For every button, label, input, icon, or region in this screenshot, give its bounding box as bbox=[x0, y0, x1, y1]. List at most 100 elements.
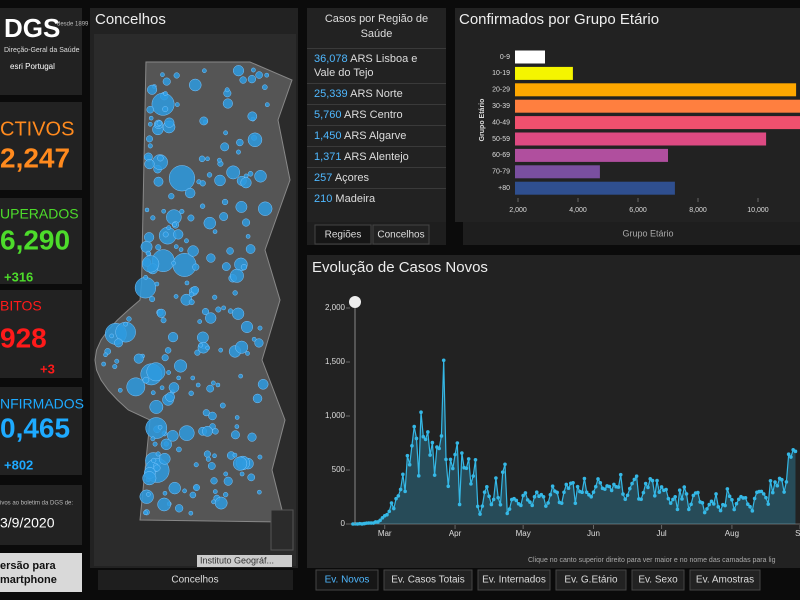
map-bubble bbox=[247, 432, 257, 442]
map-bubble bbox=[226, 247, 234, 255]
map-bubble bbox=[103, 352, 108, 358]
map-bubble bbox=[161, 208, 166, 214]
map-bubble bbox=[142, 376, 150, 384]
chart-tab[interactable] bbox=[383, 569, 473, 591]
bar bbox=[515, 165, 600, 179]
map-bubble bbox=[195, 382, 201, 388]
point bbox=[525, 498, 530, 502]
map-bubble bbox=[219, 402, 226, 409]
point bbox=[666, 496, 671, 501]
point bbox=[766, 502, 771, 506]
point bbox=[625, 493, 630, 498]
map-bubble bbox=[160, 72, 165, 77]
map-bubble bbox=[187, 245, 199, 257]
map-bubble bbox=[172, 222, 177, 227]
point bbox=[401, 472, 405, 477]
point bbox=[559, 501, 564, 505]
map-bubble bbox=[146, 105, 155, 114]
point bbox=[487, 494, 491, 499]
region-name: ARS Lisboa e Vale do Tejo bbox=[314, 53, 418, 79]
map-bubble bbox=[223, 476, 233, 486]
panel bbox=[307, 255, 800, 568]
region-tab[interactable] bbox=[372, 224, 430, 245]
map-bubble bbox=[167, 332, 179, 343]
map-bubble bbox=[178, 425, 195, 441]
kpi-value: 0,465 bbox=[0, 412, 70, 443]
date-label: ivos ao boletim da DGS de: bbox=[0, 501, 73, 507]
map-bubble bbox=[254, 338, 264, 348]
region-name: Madeira bbox=[335, 193, 376, 205]
bar bbox=[515, 50, 545, 64]
map-bubble bbox=[175, 102, 180, 107]
map-bubble bbox=[239, 76, 247, 84]
point bbox=[507, 507, 512, 511]
map-bubble bbox=[198, 342, 203, 348]
point bbox=[718, 508, 723, 513]
chart-tab[interactable] bbox=[631, 569, 685, 591]
map-bubble bbox=[212, 453, 217, 459]
map-bubble bbox=[162, 231, 169, 238]
region-tab[interactable] bbox=[314, 224, 372, 245]
chart-tab[interactable] bbox=[477, 569, 551, 591]
slider-handle[interactable] bbox=[349, 296, 361, 308]
y-tick-label: 0 bbox=[341, 519, 346, 528]
map-bubble bbox=[155, 244, 162, 251]
x-tick-label: Jun bbox=[587, 529, 600, 538]
map-bubble bbox=[151, 92, 175, 116]
x-tick-label: 4,000 bbox=[569, 207, 587, 214]
map-title: Concelhos bbox=[95, 11, 166, 28]
point bbox=[714, 492, 718, 496]
map-bubble bbox=[166, 370, 171, 375]
point bbox=[430, 440, 435, 445]
point bbox=[621, 492, 625, 496]
point bbox=[573, 501, 578, 506]
point bbox=[389, 501, 394, 505]
map-bubble bbox=[232, 290, 238, 296]
point bbox=[432, 473, 437, 477]
y-axis-title: Grupo Etário bbox=[479, 99, 486, 142]
region-value: 210 bbox=[314, 193, 333, 205]
point bbox=[496, 495, 500, 500]
map-bubble bbox=[198, 155, 206, 163]
point bbox=[437, 446, 441, 451]
point bbox=[387, 509, 392, 514]
point bbox=[750, 509, 755, 513]
map-bubble bbox=[234, 415, 240, 420]
point bbox=[532, 494, 537, 499]
point bbox=[732, 507, 736, 512]
map-bubble bbox=[205, 156, 210, 162]
map-bubble bbox=[189, 491, 197, 499]
point bbox=[639, 497, 643, 502]
map-bubble bbox=[148, 115, 154, 121]
point bbox=[696, 490, 700, 495]
map-bubble bbox=[208, 411, 217, 421]
kpi-value: 928 bbox=[0, 322, 47, 353]
map-bubble bbox=[187, 214, 195, 222]
chart-tab[interactable] bbox=[315, 569, 379, 591]
map-bubble bbox=[217, 157, 222, 163]
point bbox=[423, 437, 428, 442]
chart-tab[interactable] bbox=[555, 569, 627, 591]
partner: esri Portugal bbox=[10, 62, 55, 71]
chart-tab[interactable] bbox=[689, 569, 761, 591]
point bbox=[770, 490, 775, 495]
map-bubble bbox=[188, 390, 194, 396]
point bbox=[603, 487, 607, 491]
x-tick-label: 10,000 bbox=[747, 207, 769, 214]
map-bubble bbox=[159, 385, 165, 391]
map-bubble bbox=[176, 375, 181, 381]
chart-title: Evolução de Casos Novos bbox=[312, 259, 488, 276]
point bbox=[786, 452, 791, 457]
x-tick-label: 8,000 bbox=[689, 207, 707, 214]
point bbox=[702, 510, 707, 515]
map-bubble bbox=[172, 253, 197, 277]
map-bubble bbox=[148, 121, 153, 127]
point bbox=[616, 485, 621, 489]
map-bubble bbox=[232, 456, 248, 471]
map-bubble bbox=[117, 387, 123, 393]
point bbox=[505, 511, 510, 516]
point bbox=[784, 480, 789, 484]
point bbox=[414, 436, 419, 441]
point bbox=[566, 486, 571, 491]
point bbox=[691, 493, 696, 498]
